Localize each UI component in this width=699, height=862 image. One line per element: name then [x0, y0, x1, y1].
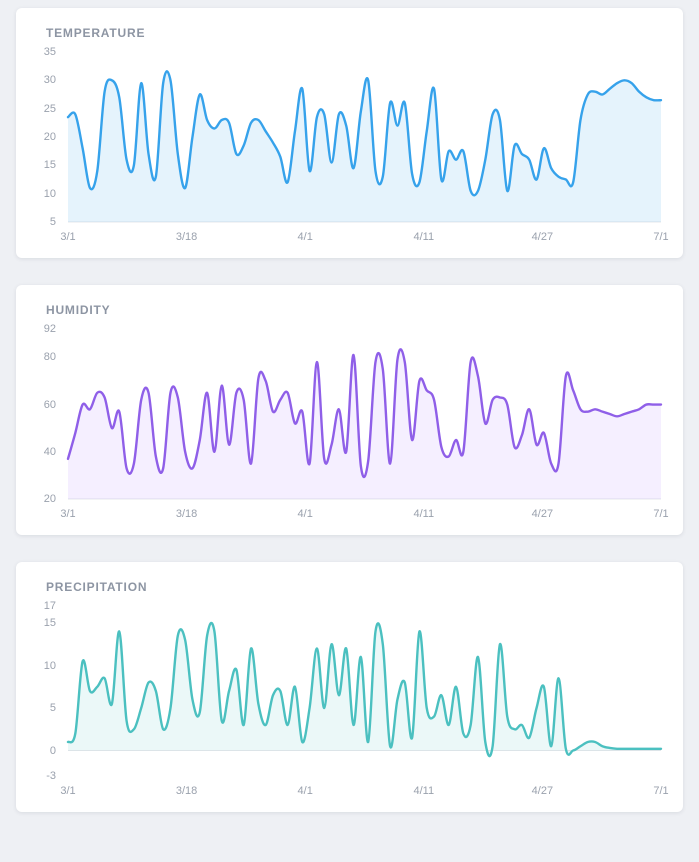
precipitation-line-chart-svg: [66, 621, 663, 758]
series-line: [66, 70, 663, 197]
precipitation-chart-title: PRECIPITATION: [46, 580, 148, 594]
x-tick-label: 3/18: [175, 785, 198, 797]
y-tick-label: 10: [43, 187, 56, 200]
x-tick-label: 7/1: [653, 231, 669, 243]
series-line: [66, 621, 663, 758]
y-tick-label: 40: [43, 445, 56, 458]
y-tick-label: 0: [49, 744, 56, 757]
temperature-y-axis: 35 30 25 20 15 10 5: [32, 46, 68, 228]
temperature-chart-title: TEMPERATURE: [46, 26, 146, 40]
humidity-plot-area: [66, 329, 663, 500]
x-tick-label: 4/1: [297, 231, 313, 243]
y-tick-label: 30: [43, 74, 56, 87]
y-tick-label: 60: [43, 398, 56, 411]
x-tick-label: 4/11: [413, 508, 435, 520]
precipitation-card: PRECIPITATION 17 15 10 5 0 -3 3/1 3/18 4/1 4/11 4…: [16, 562, 683, 812]
x-tick-label: 7/1: [653, 785, 669, 797]
humidity-line-chart-svg: [66, 348, 663, 500]
temperature-chart: 35 30 25 20 15 10 5 3/1 3/18 4/1 4/11 4/27 7/1: [32, 46, 669, 248]
x-tick-label: 3/1: [60, 508, 76, 520]
y-tick-label: 20: [43, 131, 56, 143]
precipitation-chart: 17 15 10 5 0 -3 3/1 3/18 4/1 4/11 4/27 7/1: [32, 600, 669, 802]
x-tick-label: 4/27: [531, 785, 554, 797]
y-tick-label: -3: [46, 770, 56, 782]
humidity-y-axis: 92 80 60 40 20: [32, 323, 68, 505]
x-tick-label: 4/1: [297, 785, 313, 797]
precipitation-plot-area: [66, 606, 663, 776]
x-tick-label: 4/27: [531, 508, 554, 520]
y-tick-label: 15: [43, 617, 56, 629]
humidity-card: HUMIDITY 92 80 60 40 20 3/1 3/18 4/1 4/11 4/27 7/…: [16, 285, 683, 535]
precipitation-y-axis: 17 15 10 5 0 -3: [32, 600, 68, 782]
y-tick-label: 5: [49, 216, 56, 228]
y-tick-label: 35: [43, 46, 56, 58]
x-tick-label: 4/27: [531, 231, 554, 243]
y-tick-label: 5: [49, 702, 56, 714]
y-tick-label: 80: [43, 351, 56, 364]
x-tick-label: 4/11: [413, 785, 435, 797]
x-tick-label: 3/1: [60, 231, 76, 243]
y-tick-label: 15: [43, 159, 56, 172]
x-tick-label: 3/1: [60, 785, 76, 797]
x-tick-label: 3/18: [175, 508, 198, 520]
x-tick-label: 4/11: [413, 231, 435, 243]
y-tick-label: 10: [43, 659, 56, 672]
humidity-x-axis: 3/1 3/18 4/1 4/11 4/27 7/1: [60, 499, 668, 525]
area-fill: [68, 349, 661, 499]
area-fill: [68, 71, 661, 222]
precipitation-x-axis: 3/1 3/18 4/1 4/11 4/27 7/1: [60, 776, 668, 802]
x-tick-label: 3/18: [175, 231, 198, 243]
y-tick-label: 20: [43, 493, 56, 505]
humidity-chart: 92 80 60 40 20 3/1 3/18 4/1 4/11 4/27 7/1: [32, 323, 669, 525]
temperature-x-axis: 3/1 3/18 4/1 4/11 4/27 7/1: [60, 222, 668, 248]
y-tick-label: 25: [43, 102, 56, 115]
temperature-line-chart-svg: [66, 70, 663, 223]
x-tick-label: 7/1: [653, 508, 669, 520]
humidity-chart-title: HUMIDITY: [46, 303, 111, 317]
series-line: [66, 348, 663, 478]
y-tick-label: 92: [43, 323, 56, 335]
x-tick-label: 4/1: [297, 508, 313, 520]
temperature-plot-area: [66, 52, 663, 223]
y-tick-label: 17: [43, 600, 56, 612]
temperature-card: TEMPERATURE 35 30 25 20 15 10 5 3/1 3/18 4/1 4/11…: [16, 8, 683, 258]
